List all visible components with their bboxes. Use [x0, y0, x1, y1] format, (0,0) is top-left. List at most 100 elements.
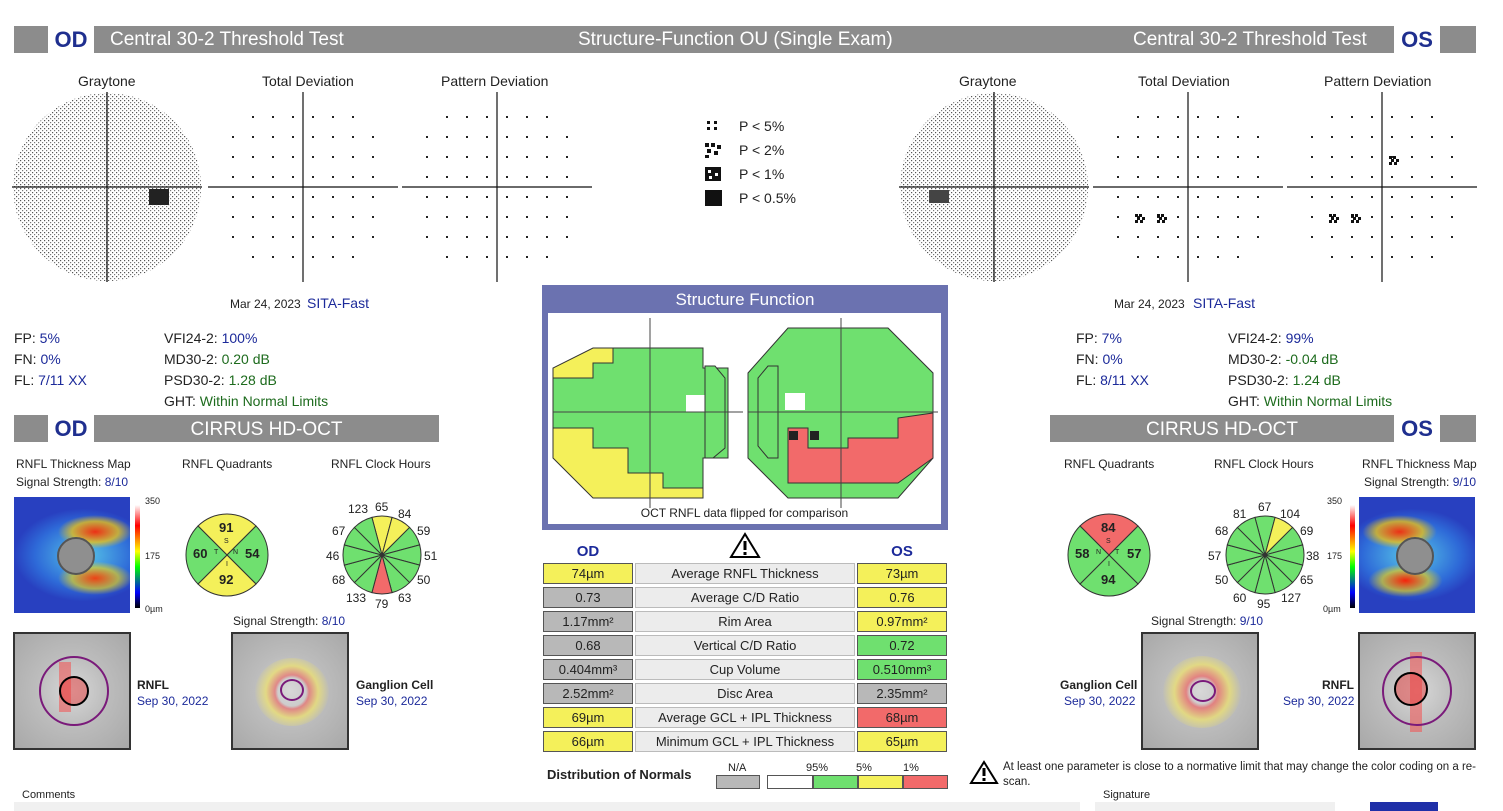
- vf-point: [446, 156, 448, 158]
- vf-point: [1217, 216, 1219, 218]
- vf-point: [1351, 116, 1353, 118]
- vf-point: [1371, 116, 1373, 118]
- od-quad-t-value: 60: [193, 546, 208, 561]
- vf-point: [1257, 196, 1259, 198]
- os-gc-scan-date: Sep 30, 2022: [1064, 694, 1136, 708]
- table-row-label: Cup Volume: [635, 659, 855, 680]
- vf-point: [1257, 176, 1259, 178]
- vf-point: [272, 196, 274, 198]
- vf-point: [1257, 136, 1259, 138]
- vf-point: [1197, 176, 1199, 178]
- vf-point: [292, 216, 294, 218]
- vf-point: [526, 176, 528, 178]
- clock-sector: [353, 516, 383, 557]
- vf-point: [506, 176, 508, 178]
- vf-point: [1197, 136, 1199, 138]
- vf-point: [1411, 216, 1413, 218]
- table-os-value: 0.76: [857, 587, 947, 608]
- os-strategy: SITA-Fast: [1193, 295, 1255, 311]
- legend-p2: P < 2%: [739, 142, 785, 158]
- vf-point: [506, 116, 508, 118]
- vf-point: [1157, 196, 1159, 198]
- vf-point: [426, 236, 428, 238]
- od-clock-1: 65: [375, 500, 389, 514]
- comments-field[interactable]: [14, 802, 1080, 811]
- od-clock-11: 67: [332, 524, 346, 538]
- od-strategy: SITA-Fast: [307, 295, 369, 311]
- vf-point: [1177, 116, 1179, 118]
- vf-point: [232, 156, 234, 158]
- os-rnfl-image-label: RNFL: [1322, 678, 1354, 692]
- vf-point: [466, 176, 468, 178]
- os-clock-7: 95: [1257, 597, 1271, 611]
- vf-point: [1431, 176, 1433, 178]
- table-os-value: 2.35mm²: [857, 683, 947, 704]
- vf-point: [332, 256, 334, 258]
- vf-point: [1177, 216, 1179, 218]
- os-optic-disc-icon: [1396, 537, 1434, 575]
- table-od-value: 1.17mm²: [543, 611, 633, 632]
- od-rnfl-quadrants-label: RNFL Quadrants: [182, 457, 273, 471]
- vf-point: [1371, 156, 1373, 158]
- vf-point: [1451, 196, 1453, 198]
- vf-point: [352, 136, 354, 138]
- vf-point: [292, 136, 294, 138]
- od-rnfl-clock-label: RNFL Clock Hours: [331, 457, 431, 471]
- vf-point: [252, 256, 254, 258]
- legend-p05-symbol: [705, 190, 722, 206]
- table-os-value: 0.510mm³: [857, 659, 947, 680]
- vf-point: [1411, 156, 1413, 158]
- table-od-value: 0.68: [543, 635, 633, 656]
- signature-field[interactable]: [1095, 802, 1335, 811]
- vf-point: [312, 156, 314, 158]
- vf-point: [1237, 116, 1239, 118]
- table-od-value: 69µm: [543, 707, 633, 728]
- vf-point: [1391, 216, 1393, 218]
- vf-point: [352, 156, 354, 158]
- od-quad-s-value: 91: [219, 520, 234, 535]
- table-od-value: 74µm: [543, 563, 633, 584]
- os-quad-s-letter: S: [1106, 538, 1111, 545]
- os-clock-4: 38: [1306, 549, 1320, 563]
- vf-point: [232, 176, 234, 178]
- vf-point: [352, 116, 354, 118]
- vf-point: [332, 176, 334, 178]
- os-quad-t: [1067, 525, 1110, 585]
- od-clock-hours: [342, 515, 422, 595]
- vf-point: [526, 256, 528, 258]
- vf-point: [1117, 196, 1119, 198]
- vf-point: [372, 216, 374, 218]
- distribution-green-swatch: [813, 775, 858, 789]
- vf-point: [1217, 176, 1219, 178]
- vf-point: [566, 236, 568, 238]
- table-od-header: OD: [576, 543, 600, 560]
- vf-point: [1351, 136, 1353, 138]
- od-scale-mid: 175: [145, 551, 161, 561]
- vf-point: [332, 236, 334, 238]
- od-clock-4: 51: [424, 549, 438, 563]
- os-fn: FN: 0%: [1076, 351, 1123, 367]
- footnote-text: At least one parameter is close to a nor…: [1003, 761, 1477, 788]
- os-clock-hours: [1225, 515, 1305, 595]
- vf-point: [1351, 256, 1353, 258]
- table-row-label: Rim Area: [635, 611, 855, 632]
- os-oct-title: CIRRUS HD-OCT: [1146, 419, 1298, 440]
- os-graytone-plot: [899, 92, 1089, 282]
- os-quad-n-letter: N: [1096, 549, 1102, 556]
- vf-point: [1391, 136, 1393, 138]
- vf-point: [352, 216, 354, 218]
- structure-function-note: OCT RNFL data flipped for comparison: [640, 506, 849, 520]
- vf-point: [352, 256, 354, 258]
- sf-os-blindspot: [785, 393, 805, 410]
- vf-point: [1451, 156, 1453, 158]
- os-signal-strength: Signal Strength: 9/10: [1364, 475, 1477, 489]
- vf-point: [486, 156, 488, 158]
- vf-point: [1351, 236, 1353, 238]
- vf-point: [1411, 256, 1413, 258]
- vf-point: [1237, 256, 1239, 258]
- vf-point: [446, 256, 448, 258]
- os-quad-i-value: 94: [1101, 572, 1116, 587]
- vf-point: [372, 156, 374, 158]
- os-clock-6: 127: [1281, 591, 1302, 605]
- os-rnfl-thickness-map-label: RNFL Thickness Map: [1362, 457, 1477, 471]
